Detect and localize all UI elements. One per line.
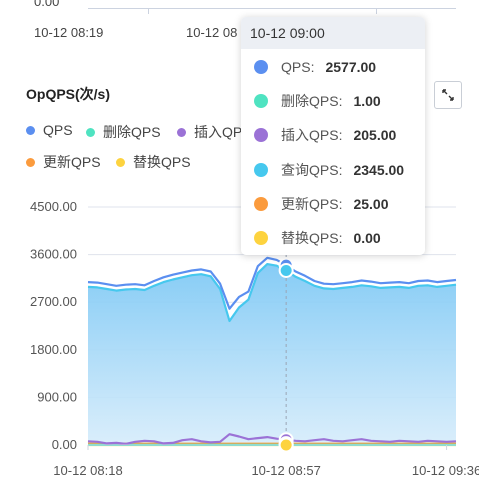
legend-item-qps[interactable]: QPS — [26, 122, 73, 138]
legend-label: QPS — [43, 122, 73, 138]
legend-label: 替换QPS — [133, 154, 191, 170]
legend-dot — [116, 157, 125, 167]
legend-label: 插入QPS — [194, 124, 252, 140]
prev-chart-x-label: 10-12 08:19 — [34, 25, 104, 40]
legend-item-delete-qps[interactable]: 删除QPS — [86, 122, 161, 142]
tooltip-series-value: 1.00 — [353, 93, 381, 109]
tooltip-series-name: 替换QPS: — [281, 230, 343, 246]
legend-label: 删除QPS — [103, 124, 161, 140]
tooltip-dot — [254, 60, 268, 74]
tooltip-dot — [254, 231, 268, 245]
tooltip-series-name: 删除QPS: — [281, 93, 343, 109]
tooltip-row-update: 更新QPS: 25.00 — [241, 192, 425, 216]
tooltip-series-name: 查询QPS: — [281, 162, 343, 178]
y-tick-label: 2700.00 — [30, 294, 77, 309]
tooltip-series-value: 2577.00 — [325, 59, 377, 75]
x-tick-label: 10-12 08:57 — [251, 463, 320, 478]
tooltip-dot — [254, 128, 268, 142]
y-tick-label: 0.00 — [52, 437, 77, 452]
legend-dot — [177, 127, 186, 137]
y-tick-label: 900.00 — [37, 389, 77, 404]
prev-chart-x-axis — [88, 8, 456, 9]
y-tick-label: 3600.00 — [30, 247, 77, 262]
tooltip: 10-12 09:00 QPS: 2577.00 删除QPS: 1.00 插入Q… — [241, 17, 425, 255]
legend-dot — [26, 157, 35, 167]
tooltip-dot — [254, 197, 268, 211]
prev-chart-x-label: 10-12 08 — [186, 25, 238, 40]
tooltip-series-name: QPS: — [281, 59, 315, 75]
series-line-QPS — [87, 256, 457, 310]
chart-title: OpQPS(次/s) — [26, 86, 111, 102]
y-tick-label: 1800.00 — [30, 342, 77, 357]
tooltip-row-insert: 插入QPS: 205.00 — [241, 123, 425, 147]
previous-chart-fragment: 0.00 10-12 08:19 10-12 08 — [0, 0, 479, 60]
prev-chart-tick — [376, 8, 377, 14]
tooltip-series-value: 25.00 — [353, 196, 389, 212]
expand-button[interactable] — [434, 81, 462, 109]
tooltip-series-name: 更新QPS: — [281, 196, 343, 212]
legend-item-update-qps[interactable]: 更新QPS — [26, 152, 101, 172]
tooltip-series-value: 0.00 — [353, 230, 381, 246]
tooltip-row-replace: 替换QPS: 0.00 — [241, 226, 425, 250]
hover-point-替换QPS — [278, 437, 294, 453]
y-tick-label: 4500.00 — [30, 199, 77, 214]
legend-dot — [26, 125, 35, 135]
prev-chart-y-label: 0.00 — [34, 0, 60, 9]
expand-icon — [442, 89, 454, 101]
tooltip-row-delete: 删除QPS: 1.00 — [241, 89, 425, 113]
tooltip-series-name: 插入QPS: — [281, 127, 343, 143]
tooltip-row-query: 查询QPS: 2345.00 — [241, 158, 425, 182]
tooltip-dot — [254, 163, 268, 177]
legend-item-insert-qps[interactable]: 插入QPS — [177, 122, 252, 142]
x-tick-label: 10-12 09:36 — [412, 463, 479, 478]
series-line-插入QPS — [87, 433, 457, 445]
tooltip-series-value: 205.00 — [353, 127, 397, 143]
tooltip-series-value: 2345.00 — [353, 162, 405, 178]
hover-point-查询QPS — [278, 262, 294, 278]
prev-chart-tick — [148, 8, 149, 14]
series-area-查询QPS — [88, 264, 456, 445]
legend-dot — [86, 127, 95, 137]
tooltip-row-qps: QPS: 2577.00 — [241, 55, 425, 79]
tooltip-time: 10-12 09:00 — [241, 17, 425, 49]
x-tick-label: 10-12 08:18 — [53, 463, 122, 478]
legend-item-replace-qps[interactable]: 替换QPS — [116, 152, 191, 172]
legend-label: 更新QPS — [43, 154, 101, 170]
series-line-查询QPS — [87, 263, 457, 323]
tooltip-dot — [254, 94, 268, 108]
